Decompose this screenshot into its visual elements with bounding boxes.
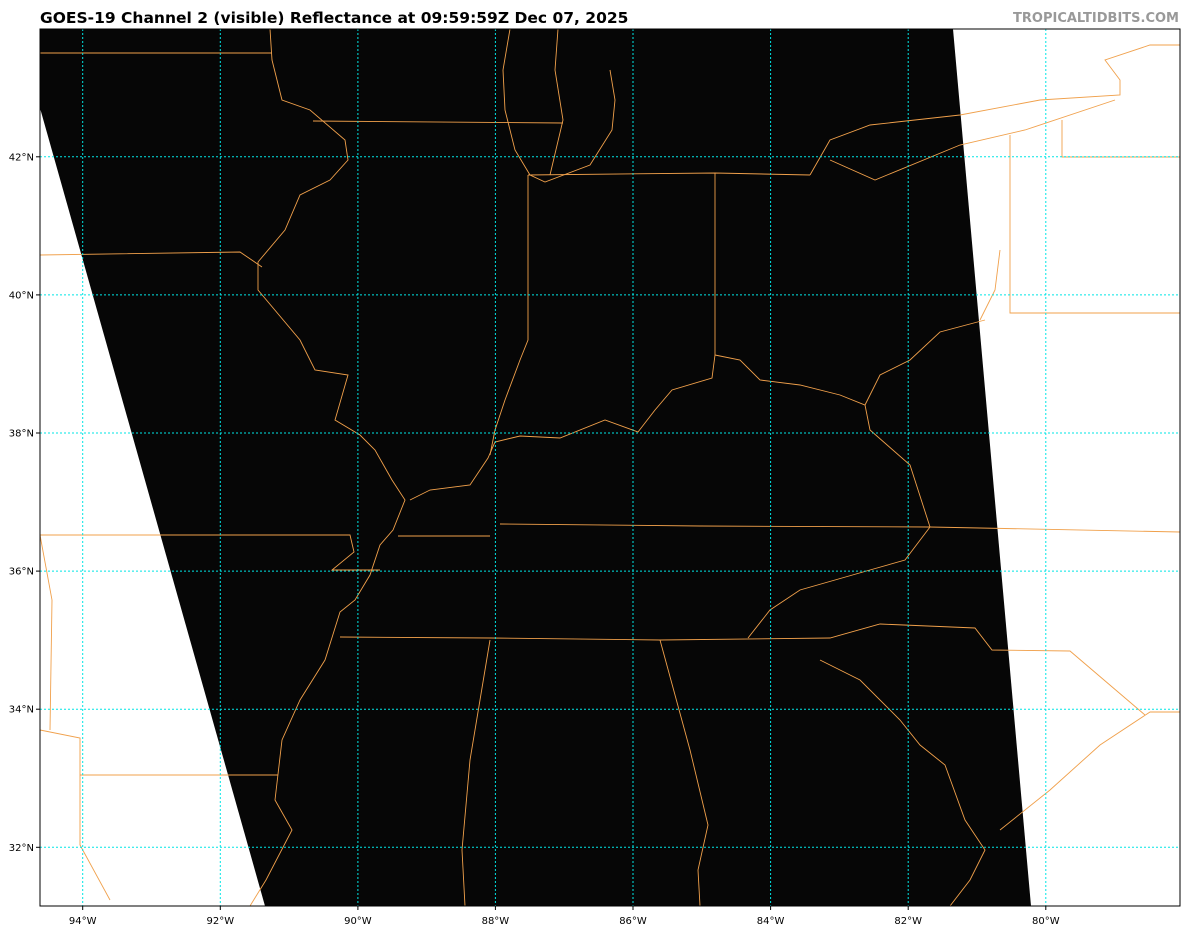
lat-tick-label: 36°N [9, 567, 34, 578]
savannah-river [819, 659, 986, 906]
mississippi-alabama-border [461, 639, 491, 906]
lon-tick-label: 82°W [894, 916, 922, 927]
lon-tick-label: 88°W [482, 916, 510, 927]
latitude-ticks: 42°N 40°N 38°N 36°N 34°N 32°N [9, 152, 40, 854]
iowa-missouri-border [40, 251, 263, 268]
lake-erie-south-shore [829, 99, 1116, 181]
lake-michigan-west-shore [502, 29, 616, 183]
lon-tick-label: 92°W [206, 916, 234, 927]
alabama-georgia-border [659, 639, 709, 906]
ohio-river-east [714, 319, 986, 406]
lat-tick-label: 34°N [9, 705, 34, 716]
illinois-indiana-border [489, 175, 529, 456]
lon-tick-label: 94°W [69, 916, 97, 927]
tennessee-south-border [339, 623, 1146, 716]
kentucky-tennessee-border [499, 523, 1180, 533]
map-title: GOES-19 Channel 2 (visible) Reflectance … [40, 9, 629, 27]
oklahoma-border [40, 350, 53, 731]
lake-erie-north-shore [809, 44, 1180, 176]
satellite-imagery-swath [40, 29, 1031, 906]
mississippi-river [249, 29, 406, 906]
map-frame [39, 28, 1181, 907]
lake-michigan-east-shore [549, 29, 564, 176]
lon-tick-label: 84°W [757, 916, 785, 927]
ohio-river-west [409, 354, 716, 501]
atlantic-coast [999, 711, 1180, 831]
graticule [40, 29, 1180, 906]
virginia-north-carolina-border [747, 526, 931, 639]
site-credit: TROPICALTIDBITS.COM [1013, 11, 1179, 26]
longitude-ticks: 94°W 92°W 90°W 88°W 86°W 84°W 82°W 80°W [69, 906, 1060, 927]
lat-tick-label: 42°N [9, 152, 34, 163]
lon-tick-label: 90°W [344, 916, 372, 927]
wisconsin-illinois-border [312, 120, 564, 124]
lon-tick-label: 86°W [619, 916, 647, 927]
lat-tick-label: 32°N [9, 843, 34, 854]
lon-tick-label: 80°W [1032, 916, 1060, 927]
west-virginia-border [979, 249, 1001, 321]
lat-tick-label: 38°N [9, 429, 34, 440]
pennsylvania-borders [1009, 135, 1180, 314]
lat-tick-label: 40°N [9, 290, 34, 301]
state-boundaries [40, 29, 1180, 906]
texas-louisiana-border [40, 729, 111, 901]
missouri-arkansas-border [40, 534, 380, 571]
kentucky-virginia-border [864, 404, 931, 528]
